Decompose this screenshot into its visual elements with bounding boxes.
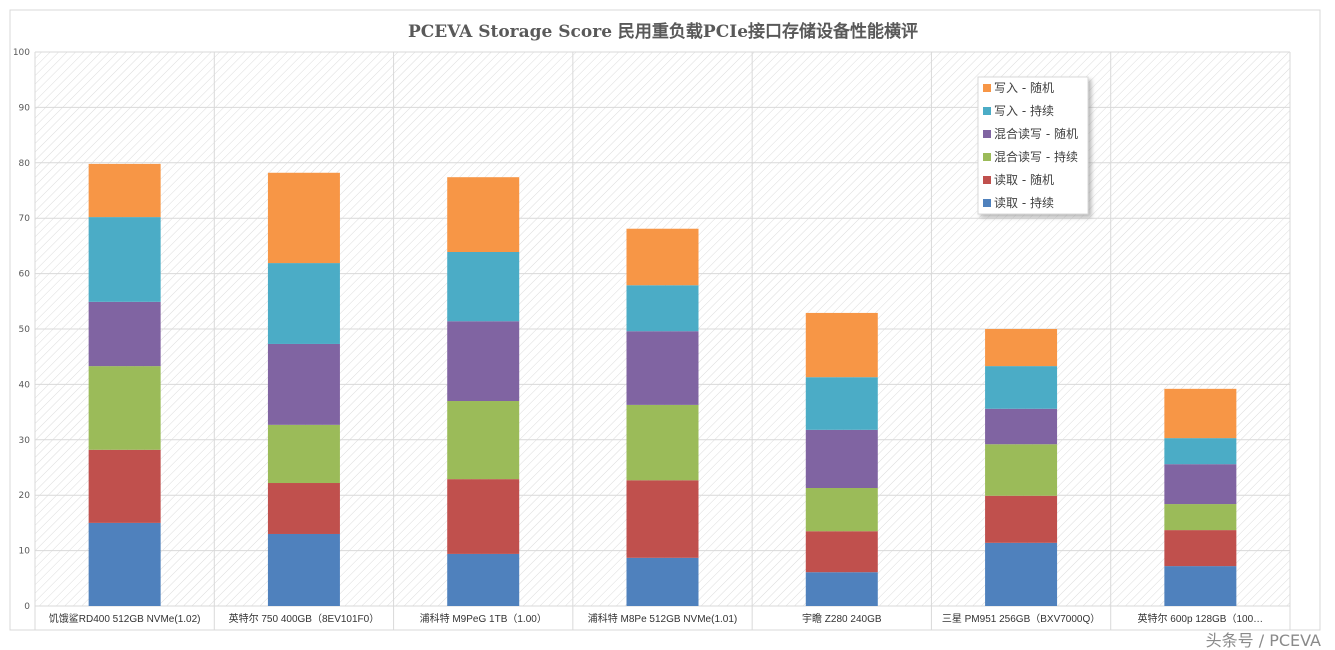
bar-segment <box>1164 464 1237 505</box>
x-tick-label: 三星 PM951 256GB（BXV7000Q） <box>942 613 1100 625</box>
x-tick-label: 浦科特 M8Pe 512GB NVMe(1.01) <box>588 612 738 625</box>
bar-segment <box>267 172 340 264</box>
bar-segment <box>1164 388 1237 439</box>
legend-swatch <box>983 107 991 115</box>
bar-segment <box>88 449 161 523</box>
x-tick-label: 浦科特 M9PeG 1TB（1.00） <box>420 612 547 625</box>
bar-segment <box>805 377 878 430</box>
bar-segment <box>267 533 340 606</box>
y-tick-label: 90 <box>19 103 31 113</box>
bars <box>88 163 1237 606</box>
bar-segment <box>1164 530 1237 567</box>
legend-swatch <box>983 84 991 92</box>
y-tick-label: 10 <box>19 547 31 557</box>
bar-segment <box>88 217 161 302</box>
bar-segment <box>985 329 1058 367</box>
bar-segment <box>626 480 699 558</box>
chart-title: PCEVA Storage Score 民用重负载PCIe接口存储设备性能横评 <box>408 21 918 42</box>
legend-label: 混合读写 - 持续 <box>994 149 1078 164</box>
y-tick-label: 20 <box>19 491 31 501</box>
y-tick-label: 80 <box>19 159 31 169</box>
bar-segment <box>1164 566 1237 606</box>
bar-segment <box>985 495 1058 543</box>
y-tick-label: 30 <box>19 436 31 446</box>
x-tick-label: 宇瞻 Z280 240GB <box>802 612 882 625</box>
bar-segment <box>626 404 699 481</box>
bar-segment <box>88 163 161 218</box>
x-axis-labels: 饥饿鲨RD400 512GB NVMe(1.02) 英特尔 750 400GB（8… <box>49 612 1263 625</box>
y-tick-label: 70 <box>19 214 31 224</box>
watermark: 头条号 / PCEVA <box>1205 631 1321 650</box>
legend-swatch <box>983 153 991 161</box>
bar-segment <box>88 522 161 606</box>
y-tick-label: 0 <box>24 602 30 612</box>
bar-segment <box>1164 438 1237 465</box>
bar-segment <box>805 312 878 378</box>
bar-segment <box>267 263 340 344</box>
bar-segment <box>805 531 878 573</box>
bar-segment <box>985 366 1058 409</box>
bar-segment <box>88 301 161 367</box>
bar-segment <box>447 321 520 402</box>
legend-box <box>977 76 1089 215</box>
bar-segment <box>88 366 161 450</box>
bar-segment <box>805 572 878 606</box>
bar-segment <box>626 228 699 286</box>
bar-segment <box>447 553 520 606</box>
legend-swatch <box>983 130 991 138</box>
bar-segment <box>985 408 1058 445</box>
y-axis-ticks: 0 10 20 30 40 50 60 70 80 90 100 <box>13 48 30 612</box>
bar-segment <box>985 444 1058 496</box>
y-tick-label: 60 <box>19 270 31 280</box>
bar-segment <box>267 424 340 484</box>
bar-segment <box>447 479 520 554</box>
bar-segment <box>447 177 520 252</box>
x-tick-label: 英特尔 750 400GB（8EV101F0） <box>229 612 380 625</box>
y-tick-label: 40 <box>19 380 31 390</box>
y-tick-label: 50 <box>19 325 31 335</box>
bar-segment <box>447 401 520 480</box>
bar-segment <box>985 542 1058 606</box>
legend-swatch <box>983 176 991 184</box>
legend-label: 读取 - 随机 <box>994 172 1054 187</box>
legend-swatch <box>983 199 991 207</box>
x-tick-label: 英特尔 600p 128GB（100… <box>1138 612 1264 625</box>
legend-label: 写入 - 持续 <box>994 103 1054 118</box>
legend-label: 写入 - 随机 <box>994 80 1054 95</box>
bar-segment <box>805 429 878 488</box>
bar-segment <box>626 285 699 332</box>
bar-segment <box>805 487 878 532</box>
bar-segment <box>267 343 340 425</box>
bar-segment <box>1164 504 1237 531</box>
bar-segment <box>267 483 340 534</box>
bar-segment <box>626 557 699 606</box>
y-tick-label: 100 <box>13 48 30 58</box>
x-tick-label: 饥饿鲨RD400 512GB NVMe(1.02) <box>49 612 201 625</box>
bar-segment <box>626 331 699 405</box>
legend-label: 读取 - 持续 <box>994 195 1054 210</box>
legend-label: 混合读写 - 随机 <box>994 126 1078 141</box>
bar-segment <box>447 251 520 322</box>
